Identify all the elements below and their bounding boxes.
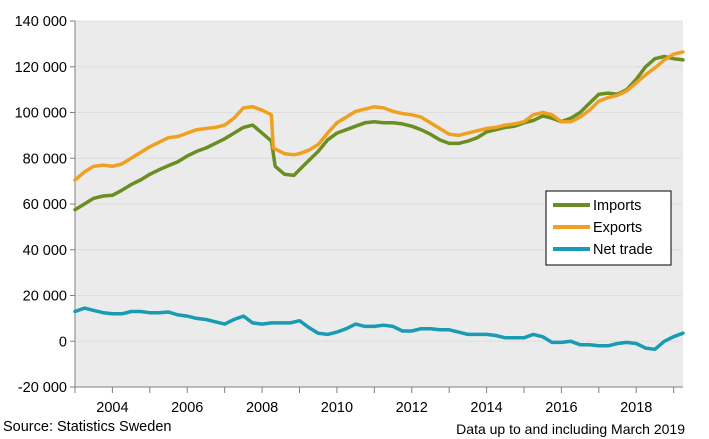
axes xyxy=(70,20,683,393)
x-tick-label: 2006 xyxy=(171,400,203,416)
y-tick-label: 40 000 xyxy=(23,243,67,259)
source-brand: Statistics xyxy=(57,419,116,435)
source-note: Source: Statistics Sweden xyxy=(3,419,171,435)
legend: Imports Exports Net trade xyxy=(545,190,672,266)
x-tick-label: 2018 xyxy=(620,400,652,416)
series-line-net-trade xyxy=(73,306,685,352)
y-tick-label: 80 000 xyxy=(23,151,67,167)
legend-label: Net trade xyxy=(593,242,653,258)
y-tick-label: 60 000 xyxy=(23,197,67,213)
y-tick-label: 20 000 xyxy=(23,289,67,305)
y-tick-label: 0 xyxy=(59,334,67,350)
x-tick-label: 2012 xyxy=(396,400,428,416)
series-line-imports xyxy=(73,54,685,212)
data-coverage-note: Data up to and including March 2019 xyxy=(456,421,685,437)
y-axis-tick-labels: -20 000 0 20 000 40 000 60 000 80 000 100 000 1… xyxy=(15,14,67,396)
x-tick-label: 2008 xyxy=(246,400,278,416)
y-tick-label: -20 000 xyxy=(18,380,67,396)
y-tick-label: 100 000 xyxy=(15,106,67,122)
y-tick-label: 120 000 xyxy=(15,60,67,76)
x-tick-label: 2010 xyxy=(321,400,353,416)
series-line-exports xyxy=(73,50,685,182)
legend-label: Exports xyxy=(593,220,642,236)
series-lines xyxy=(73,50,685,352)
source-prefix: Source: xyxy=(3,419,57,435)
x-tick-label: 2016 xyxy=(545,400,577,416)
y-tick-label: 140 000 xyxy=(15,14,67,30)
x-tick-label: 2004 xyxy=(96,400,128,416)
line-chart: -20 000 0 20 000 40 000 60 000 80 000 100 000 1… xyxy=(15,14,685,416)
legend-label: Imports xyxy=(593,198,641,214)
x-tick-label: 2014 xyxy=(470,400,502,416)
x-axis-tick-labels: 2004 2006 2008 2010 2012 2014 2016 2018 xyxy=(96,400,652,416)
source-suffix: Sweden xyxy=(115,419,172,435)
